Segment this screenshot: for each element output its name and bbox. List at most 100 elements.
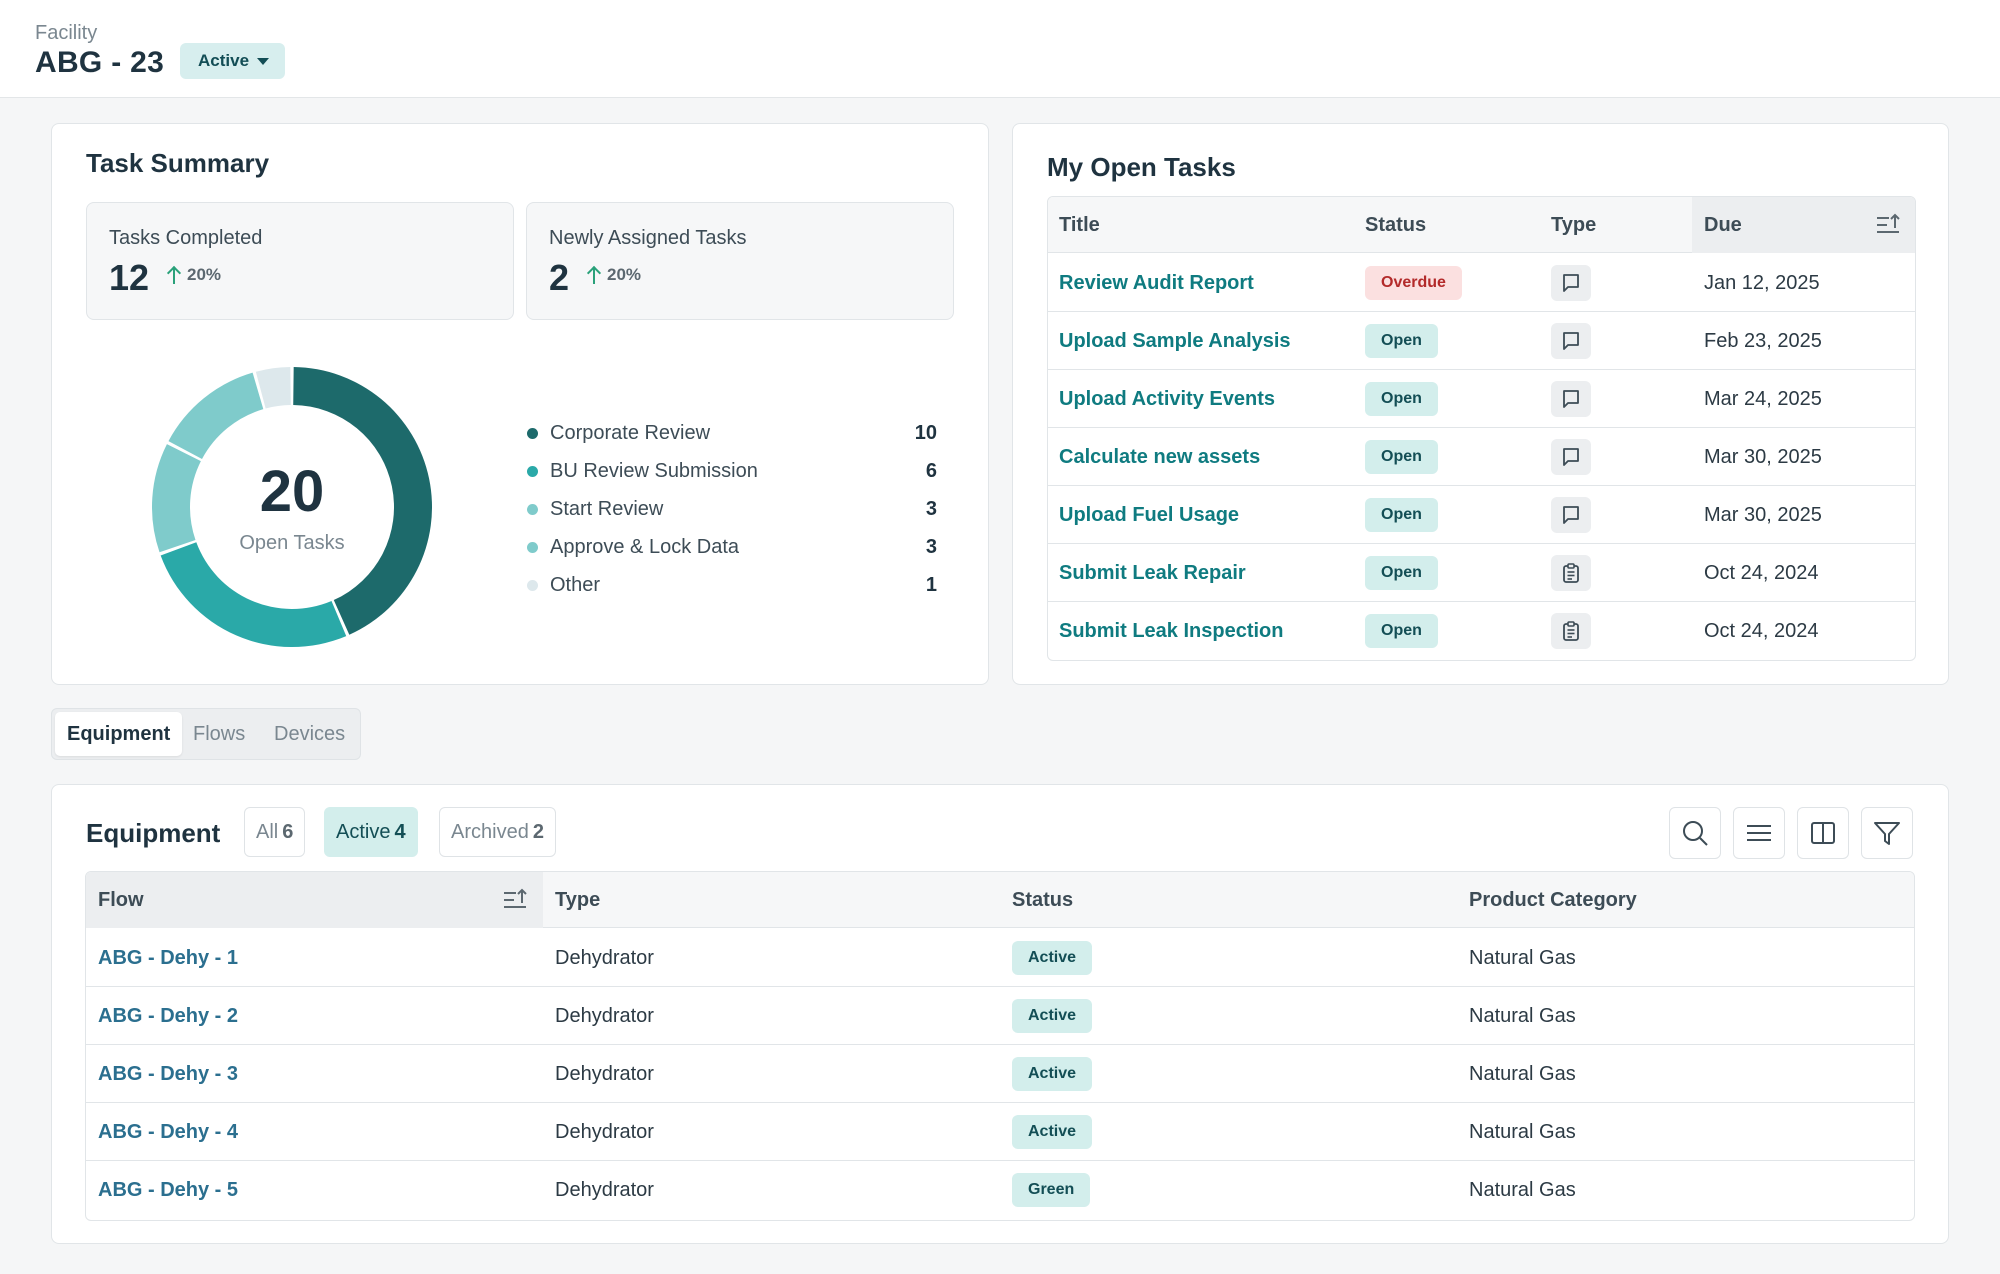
legend-item: Start Review 3	[527, 490, 937, 528]
task-due-date: Mar 30, 2025	[1704, 446, 1822, 468]
columns-icon	[1811, 822, 1835, 844]
legend-label: Approve & Lock Data	[550, 535, 739, 558]
new-tasks-value: 2	[549, 257, 570, 298]
comment-icon	[1563, 448, 1579, 466]
table-row[interactable]: Review Audit Report Overdue Jan 12, 2025	[1048, 254, 1915, 312]
equipment-title: Equipment	[86, 818, 221, 848]
new-tasks-label: Newly Assigned Tasks	[549, 227, 747, 249]
table-row[interactable]: ABG - Dehy - 4 Dehydrator Active Natural Ga…	[86, 1103, 1914, 1161]
open-tasks-title: My Open Tasks	[1047, 152, 1236, 182]
caret-down-icon	[257, 57, 270, 65]
legend-value: 3	[925, 535, 937, 558]
equipment-flow-link[interactable]: ABG - Dehy - 4	[98, 1121, 239, 1143]
comment-icon	[1563, 274, 1579, 292]
page-header: Facility ABG - 23 Active	[0, 0, 2000, 98]
task-type	[1551, 323, 1591, 359]
donut-slice-bu-review-submission	[160, 542, 347, 647]
list-view-button[interactable]	[1733, 807, 1785, 859]
task-title-link[interactable]: Upload Sample Analysis	[1059, 330, 1291, 352]
equipment-type: Dehydrator	[555, 1063, 654, 1085]
task-title-link[interactable]: Review Audit Report	[1059, 272, 1254, 294]
column-header-product-category[interactable]: Product Category	[1469, 889, 1637, 911]
column-header-due[interactable]: Due	[1692, 197, 1915, 253]
column-header-flow[interactable]: Flow	[86, 872, 543, 928]
filter-active[interactable]: Active 4	[324, 807, 418, 857]
task-title-link[interactable]: Calculate new assets	[1059, 446, 1261, 468]
tab-devices[interactable]: Devices	[274, 723, 346, 745]
new-tasks-box: Newly Assigned Tasks 2 20%	[526, 202, 954, 320]
status-badge: Green	[1012, 1173, 1091, 1207]
donut-label: Open Tasks	[239, 532, 345, 554]
status-badge: Active	[1012, 999, 1093, 1033]
status-badge: Overdue	[1365, 266, 1462, 300]
legend-value: 10	[914, 421, 937, 444]
legend-item: Approve & Lock Data 3	[527, 528, 937, 566]
sort-ascending-icon[interactable]	[1874, 210, 1904, 240]
tasks-completed-box: Tasks Completed 12 20%	[86, 202, 514, 320]
legend-value: 3	[925, 497, 937, 520]
status-badge: Open	[1365, 382, 1438, 416]
column-header-status[interactable]: Status	[1012, 889, 1074, 911]
equipment-table-header: Flow Type Status Product Category	[86, 872, 1914, 928]
table-row[interactable]: ABG - Dehy - 1 Dehydrator Active Natural Ga…	[86, 929, 1914, 987]
table-row[interactable]: ABG - Dehy - 2 Dehydrator Active Natural Ga…	[86, 987, 1914, 1045]
facility-status-dropdown[interactable]: Active	[180, 43, 286, 79]
status-badge: Active	[1012, 941, 1093, 975]
equipment-flow-link[interactable]: ABG - Dehy - 5	[98, 1179, 239, 1201]
table-row[interactable]: Calculate new assets Open Mar 30, 2025	[1048, 428, 1915, 486]
filter-button[interactable]	[1861, 807, 1913, 859]
task-due-date: Oct 24, 2024	[1704, 562, 1819, 584]
task-title-link[interactable]: Upload Activity Events	[1059, 388, 1275, 410]
equipment-product-category: Natural Gas	[1469, 1121, 1576, 1143]
task-title-link[interactable]: Upload Fuel Usage	[1059, 504, 1240, 526]
equipment-flow-link[interactable]: ABG - Dehy - 1	[98, 947, 239, 969]
table-row[interactable]: ABG - Dehy - 5 Dehydrator Green Natural Gas	[86, 1161, 1914, 1219]
tab-flows[interactable]: Flows	[193, 723, 246, 745]
table-row[interactable]: Submit Leak Inspection Open Oct 24, 2024	[1048, 602, 1915, 660]
tab-equipment[interactable]: Equipment	[55, 712, 183, 756]
filter-active-label: Active	[336, 821, 391, 843]
column-header-type[interactable]: Type	[555, 889, 601, 911]
filter-icon	[1874, 822, 1900, 845]
column-header-title[interactable]: Title	[1059, 214, 1100, 236]
status-badge: Open	[1365, 498, 1438, 532]
search-button[interactable]	[1669, 807, 1721, 859]
task-due-date: Feb 23, 2025	[1704, 330, 1822, 352]
legend-item: Corporate Review 10	[527, 414, 937, 452]
sort-ascending-icon[interactable]	[501, 885, 531, 915]
legend-dot	[527, 465, 538, 477]
column-header-flow-label: Flow	[98, 889, 144, 911]
donut-total: 20	[259, 459, 325, 524]
tasks-completed-trend-value: 20%	[187, 265, 222, 284]
column-header-due-label: Due	[1704, 214, 1742, 236]
list-icon	[1747, 825, 1771, 841]
search-icon	[1683, 821, 1708, 846]
clipboard-icon	[1563, 621, 1579, 641]
equipment-product-category: Natural Gas	[1469, 1179, 1576, 1201]
table-row[interactable]: Upload Activity Events Open Mar 24, 2025	[1048, 370, 1915, 428]
task-type	[1551, 555, 1591, 591]
filter-all[interactable]: All 6	[244, 807, 306, 857]
equipment-flow-link[interactable]: ABG - Dehy - 2	[98, 1005, 239, 1027]
column-header-type[interactable]: Type	[1551, 214, 1597, 236]
task-title-link[interactable]: Submit Leak Repair	[1059, 562, 1246, 584]
table-row[interactable]: ABG - Dehy - 3 Dehydrator Active Natural Ga…	[86, 1045, 1914, 1103]
status-badge: Active	[1012, 1057, 1093, 1091]
equipment-flow-link[interactable]: ABG - Dehy - 3	[98, 1063, 239, 1085]
filter-archived-label: Archived	[451, 821, 529, 843]
tasks-completed-value: 12	[109, 257, 150, 298]
table-row[interactable]: Upload Fuel Usage Open Mar 30, 2025	[1048, 486, 1915, 544]
filter-archived[interactable]: Archived 2	[439, 807, 556, 857]
task-type	[1551, 613, 1591, 649]
comment-icon	[1563, 506, 1579, 524]
column-header-status[interactable]: Status	[1365, 214, 1427, 236]
table-row[interactable]: Submit Leak Repair Open Oct 24, 2024	[1048, 544, 1915, 602]
table-row[interactable]: Upload Sample Analysis Open Feb 23, 2025	[1048, 312, 1915, 370]
new-tasks-trend-value: 20%	[607, 265, 642, 284]
tasks-completed-label: Tasks Completed	[109, 227, 263, 249]
equipment-type: Dehydrator	[555, 947, 654, 969]
legend-label: Start Review	[550, 497, 664, 520]
task-title-link[interactable]: Submit Leak Inspection	[1059, 620, 1284, 642]
equipment-table: Flow Type Status Product Category ABG - …	[85, 871, 1915, 1221]
columns-button[interactable]	[1797, 807, 1849, 859]
